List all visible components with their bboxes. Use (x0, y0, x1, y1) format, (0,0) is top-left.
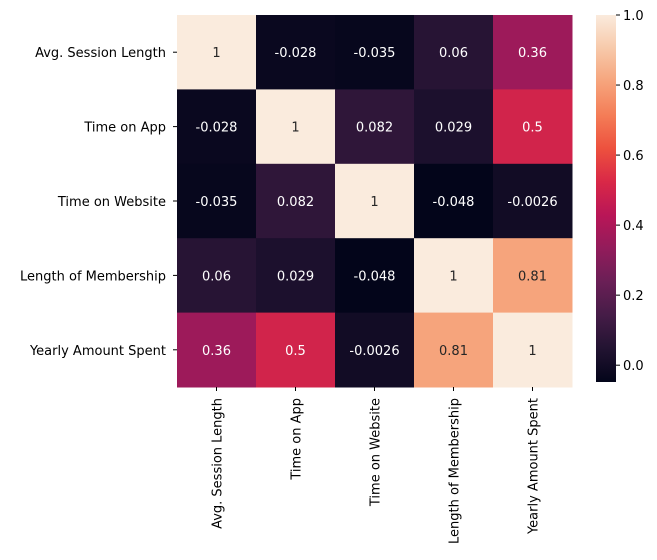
heatmap-cell (256, 238, 336, 314)
colorbar-tick-label: 0.6 (623, 149, 644, 164)
x-tick-label: Time on Website (369, 398, 384, 507)
heatmap-cells: 1 -0.028 -0.035 0.06 0.36 -0.028 1 0.082 0.029 0.… (177, 15, 573, 388)
cell-value-label: 0.36 (202, 344, 231, 359)
heatmap-cell (177, 163, 257, 239)
heatmap-cell (256, 163, 336, 239)
heatmap-cell (177, 312, 257, 388)
cell-value-label: 0.06 (439, 46, 468, 61)
cell-value-label: 0.36 (518, 46, 547, 61)
x-tick-label: Time on App (290, 398, 305, 481)
cell-value-label: -0.0026 (507, 195, 557, 210)
heatmap-cell (414, 15, 494, 90)
cell-value-label: 0.06 (202, 269, 231, 284)
heatmap-cell (335, 163, 415, 239)
cell-value-label: 1 (449, 269, 457, 284)
heatmap-cell (493, 312, 573, 388)
heatmap-cell (335, 312, 415, 388)
heatmap-cell (335, 15, 415, 90)
y-tick-labels: Avg. Session Length Time on App Time on We… (20, 46, 177, 359)
cell-value-label: -0.028 (275, 46, 317, 61)
cell-value-label: 0.81 (439, 344, 468, 359)
cell-value-label: -0.048 (354, 269, 396, 284)
x-tick-label: Avg. Session Length (211, 398, 226, 529)
heatmap-cell (493, 15, 573, 90)
cell-value-label: 1 (528, 344, 536, 359)
cell-value-label: 0.5 (285, 344, 306, 359)
cell-value-label: 1 (370, 195, 378, 210)
heatmap-cell (256, 89, 336, 165)
y-tick-label: Length of Membership (20, 269, 166, 284)
colorbar-tick-label: 0.4 (623, 219, 644, 234)
heatmap-cell (256, 312, 336, 388)
cell-value-label: 0.5 (522, 121, 543, 136)
heatmap-cell (414, 238, 494, 314)
cell-value-label: 0.029 (277, 269, 314, 284)
cell-value-label: 1 (212, 46, 220, 61)
cell-value-label: -0.035 (196, 195, 238, 210)
cell-value-label: 0.082 (356, 121, 393, 136)
y-tick-label: Avg. Session Length (35, 46, 166, 61)
heatmap-cell (414, 89, 494, 165)
cell-value-label: 0.81 (518, 269, 547, 284)
x-tick-labels: Avg. Session Length Time on App Time on We… (211, 387, 542, 544)
heatmap-cell (414, 312, 494, 388)
heatmap-cell (493, 238, 573, 314)
heatmap-cell (493, 163, 573, 239)
heatmap-cell (256, 15, 336, 90)
heatmap-cell (177, 238, 257, 314)
cell-value-label: -0.028 (196, 121, 238, 136)
heatmap-cell (493, 89, 573, 165)
cell-value-label: -0.035 (354, 46, 396, 61)
heatmap-cell (177, 15, 257, 90)
colorbar-tick-label: 0.8 (623, 79, 644, 94)
heatmap-cell (335, 238, 415, 314)
cell-value-label: -0.048 (433, 195, 475, 210)
colorbar-gradient (596, 15, 616, 382)
heatmap-cell (414, 163, 494, 239)
cell-value-label: 0.082 (277, 195, 314, 210)
cell-value-label: -0.0026 (349, 344, 399, 359)
y-tick-label: Yearly Amount Spent (29, 344, 166, 359)
heatmap-cell (335, 89, 415, 165)
colorbar: 0.0 0.2 0.4 0.6 0.8 1.0 (596, 9, 644, 382)
colorbar-tick-label: 1.0 (623, 9, 644, 24)
colorbar-tick-label: 0.2 (623, 289, 644, 304)
x-tick-label: Yearly Amount Spent (527, 398, 542, 535)
y-tick-label: Time on App (83, 121, 166, 136)
x-tick-label: Length of Membership (448, 398, 463, 544)
cell-value-label: 0.029 (435, 121, 472, 136)
cell-value-label: 1 (291, 121, 299, 136)
heatmap-cell (177, 89, 257, 165)
colorbar-tick-label: 0.0 (623, 359, 644, 374)
y-tick-label: Time on Website (57, 195, 166, 210)
